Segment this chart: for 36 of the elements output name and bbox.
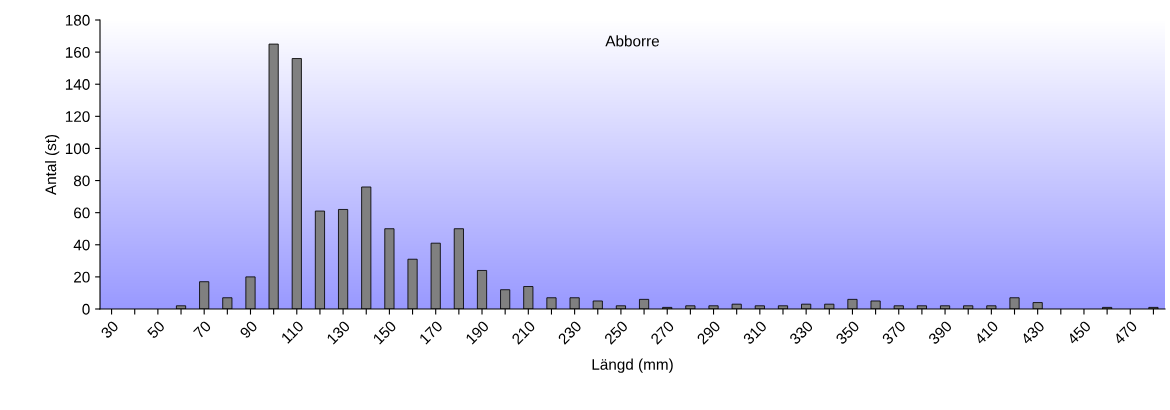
x-tick-label: 430 — [1020, 320, 1046, 346]
y-tick-label: 0 — [82, 303, 90, 315]
x-tick-label: 250 — [603, 320, 629, 345]
x-tick-label: 130 — [326, 320, 351, 345]
text: Abborre — [605, 35, 659, 47]
x-tick-label: 290 — [696, 320, 722, 345]
x-tick-label: 190 — [465, 320, 490, 345]
x-tick-label: 170 — [418, 320, 444, 345]
y-tick-label: 20 — [74, 271, 90, 283]
x-tick-label: 50 — [146, 320, 166, 339]
x-tick-label: 30 — [100, 320, 120, 339]
x-tick-label: 270 — [650, 320, 675, 345]
x-axis-title: Längd (mm) — [592, 358, 673, 373]
x-tick-label: 110 — [280, 320, 305, 344]
y-tick-label: 120 — [65, 111, 90, 123]
x-tick-label: 410 — [973, 320, 999, 346]
x-tick-label: 210 — [511, 320, 536, 345]
y-tick-label: 100 — [65, 143, 90, 155]
y-tick-label: 60 — [74, 207, 90, 219]
x-tick-label: 350 — [835, 320, 860, 345]
y-tick-label: 140 — [65, 79, 90, 90]
y-tick-label: 80 — [73, 175, 90, 187]
x-tick-label: 310 — [742, 320, 768, 345]
x-tick-label: 370 — [881, 320, 907, 345]
x-tick-label: 470 — [1112, 320, 1138, 346]
y-tick-label: 160 — [65, 46, 90, 58]
x-tick-label: 330 — [788, 320, 814, 345]
y-tick-label: 180 — [65, 14, 90, 26]
x-tick-label: 450 — [1066, 320, 1092, 346]
y-axis-title: Antal (st) — [44, 134, 60, 196]
x-tick-label: 70 — [193, 320, 212, 339]
x-tick-label: 90 — [239, 320, 258, 339]
y-tick-label: 40 — [73, 239, 90, 251]
x-tick-label: 230 — [557, 320, 583, 345]
x-tick-label: 150 — [372, 320, 397, 345]
x-tick-label: 390 — [927, 320, 953, 345]
